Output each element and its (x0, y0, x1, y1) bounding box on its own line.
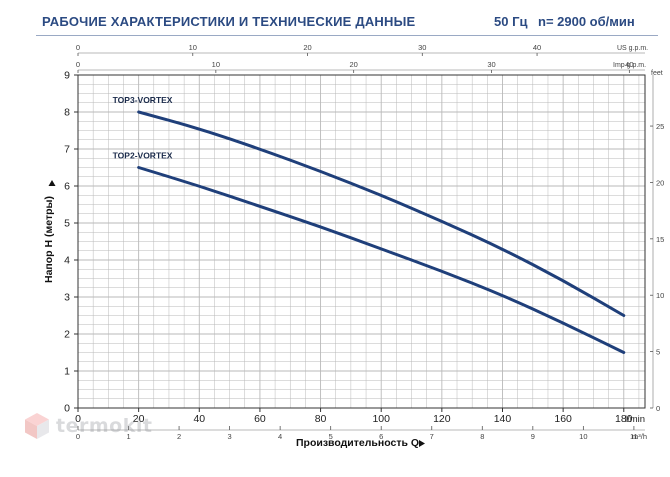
x-unit-label: l/min (625, 414, 645, 425)
watermark-text: termokit (56, 415, 153, 437)
us-gpm-tick-label: 10 (189, 43, 197, 52)
plot-frame (77, 74, 646, 409)
us-gpm-unit-label: US g.p.m. (617, 45, 648, 52)
chart-axes (74, 52, 654, 431)
us-gpm-tick-label: 30 (418, 43, 426, 52)
feet-tick-label: 20 (656, 178, 664, 187)
series-label-top3-vortex: TOP3-VORTEX (113, 95, 173, 105)
speed-label: n= 2900 об/мин (538, 14, 635, 29)
header-divider (36, 35, 658, 36)
x-tick-label: 100 (372, 413, 390, 425)
x-tick-label: 160 (554, 413, 572, 425)
m3h-tick-label: 7 (430, 432, 434, 441)
imp-gpm-tick-label: 10 (212, 60, 220, 69)
frequency-label: 50 Гц (494, 14, 528, 29)
imp-gpm-tick-label: 0 (76, 60, 80, 69)
y-tick-label: 5 (64, 218, 70, 230)
y-axis-title: Напор H (метры) (43, 196, 55, 283)
m3h-tick-label: 10 (579, 432, 587, 441)
cube-logo-icon (25, 413, 49, 439)
y-tick-label: 0 (64, 403, 70, 415)
page-title: РАБОЧИЕ ХАРАКТЕРИСТИКИ И ТЕХНИЧЕСКИЕ ДАН… (42, 14, 416, 29)
m3h-tick-label: 4 (278, 432, 282, 441)
chart-series (137, 110, 626, 354)
m3h-tick-label: 2 (177, 432, 181, 441)
x-tick-label: 20 (133, 413, 145, 425)
x-axis-arrow-icon (419, 440, 425, 447)
m3h-tick-label: 1 (126, 432, 130, 441)
imp-gpm-tick-label: 20 (350, 60, 358, 69)
feet-tick-label: 15 (656, 235, 664, 244)
x-tick-label: 40 (193, 413, 205, 425)
y-tick-label: 8 (64, 107, 70, 119)
feet-tick-label: 5 (656, 348, 660, 357)
x-axis-title: Производительность Q (296, 437, 419, 449)
x-tick-label: 0 (75, 413, 81, 425)
x-tick-label: 140 (494, 413, 512, 425)
us-gpm-tick-label: 40 (533, 43, 541, 52)
m3h-unit-label: m³/h (632, 432, 647, 441)
m3h-tick-label: 3 (228, 432, 232, 441)
y-tick-label: 6 (64, 181, 70, 193)
y-tick-label: 1 (64, 366, 70, 378)
imp-gpm-unit-label: Imp g.p.m. (613, 62, 646, 69)
x-tick-label: 180 (615, 413, 633, 425)
m3h-tick-label: 5 (329, 432, 333, 441)
imp-gpm-tick-label: 30 (487, 60, 495, 69)
series-line-top3-vortex (137, 110, 626, 317)
m3h-tick-label: 6 (379, 432, 383, 441)
feet-tick-label: 10 (656, 291, 664, 300)
y-tick-label: 4 (64, 255, 70, 267)
y-tick-label: 3 (64, 292, 70, 304)
x-tick-label: 80 (315, 413, 327, 425)
m3h-tick-label: 8 (480, 432, 484, 441)
y-axis-arrow-icon (48, 180, 56, 186)
m3h-tick-label: 11 (630, 432, 638, 441)
feet-unit-label: feet (651, 70, 663, 77)
m3h-tick-label: 9 (531, 432, 535, 441)
y-tick-label: 2 (64, 329, 70, 341)
feet-tick-label: 25 (656, 122, 664, 131)
watermark: termokit (24, 412, 152, 440)
imp-gpm-tick-label: 40 (625, 60, 633, 69)
us-gpm-tick-label: 0 (76, 43, 80, 52)
y-tick-label: 9 (64, 70, 70, 82)
series-line-top2-vortex (137, 166, 626, 354)
series-label-top2-vortex: TOP2-VORTEX (113, 151, 173, 161)
y-tick-label: 7 (64, 144, 70, 156)
x-tick-label: 60 (254, 413, 266, 425)
feet-tick-label: 0 (656, 404, 660, 413)
x-tick-label: 120 (433, 413, 451, 425)
us-gpm-tick-label: 20 (303, 43, 311, 52)
m3h-tick-label: 0 (76, 432, 80, 441)
